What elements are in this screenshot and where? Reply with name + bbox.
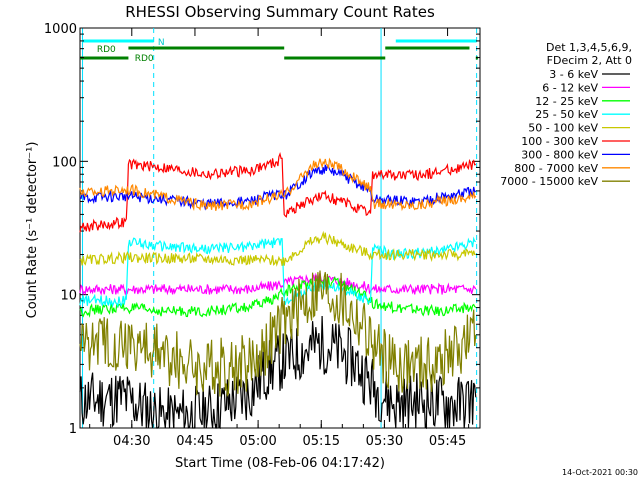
legend-label-6: 300 - 800 keV xyxy=(521,148,598,161)
series-line-2 xyxy=(79,276,477,318)
x-tick-label-3: 05:15 xyxy=(303,434,340,449)
legend-label-4: 50 - 100 keV xyxy=(528,122,598,135)
x-tick-label-0: 04:30 xyxy=(113,434,150,449)
y-tick-label-2: 100 xyxy=(52,155,77,170)
flag-label-rd0-top: RD0 xyxy=(97,45,116,55)
timestamp-label: 14-Oct-2021 00:30 xyxy=(562,468,638,477)
series-line-4 xyxy=(79,230,476,267)
plot-area: N RD0 RD0 04:30 04:45 05:00 05:15 05:30 05:45 1 10… xyxy=(44,22,481,449)
y-axis-label: Count Rate (s⁻¹ detector⁻¹) xyxy=(25,142,40,319)
x-tick-label-2: 05:00 xyxy=(239,434,276,449)
x-tick-label-1: 04:45 xyxy=(176,434,213,449)
x-axis-label: Start Time (08-Feb-06 04:17:42) xyxy=(175,456,385,471)
legend-label-5: 100 - 300 keV xyxy=(521,135,598,148)
legend-label-1: 6 - 12 keV xyxy=(542,81,598,94)
plot-frame xyxy=(79,27,481,429)
y-tick-label-3: 1000 xyxy=(44,22,77,37)
flag-label-n: N xyxy=(158,38,165,48)
legend-label-8: 7000 - 15000 keV xyxy=(500,175,598,188)
legend-label-7: 800 - 7000 keV xyxy=(514,162,598,175)
series-line-7 xyxy=(79,157,477,212)
series-line-0 xyxy=(79,315,477,430)
x-tick-label-5: 05:45 xyxy=(429,434,466,449)
legend-header-line-1: Det 1,3,4,5,6,9, xyxy=(546,41,632,54)
legend-label-3: 25 - 50 keV xyxy=(535,108,598,121)
legend-label-2: 12 - 25 keV xyxy=(535,95,598,108)
series-line-8 xyxy=(79,270,477,398)
x-tick-label-4: 05:30 xyxy=(366,434,403,449)
y-tick-label-0: 1 xyxy=(69,422,77,437)
series-line-5 xyxy=(79,152,477,233)
chart-title: RHESSI Observing Summary Count Rates xyxy=(125,3,435,21)
series-line-6 xyxy=(79,164,477,211)
y-tick-label-1: 10 xyxy=(60,289,77,304)
legend-header-line-2: FDecim 2, Att 0 xyxy=(547,54,632,67)
legend-label-0: 3 - 6 keV xyxy=(549,68,598,81)
series-line-1 xyxy=(79,272,477,297)
flag-label-rd0-bottom: RD0 xyxy=(135,54,154,64)
